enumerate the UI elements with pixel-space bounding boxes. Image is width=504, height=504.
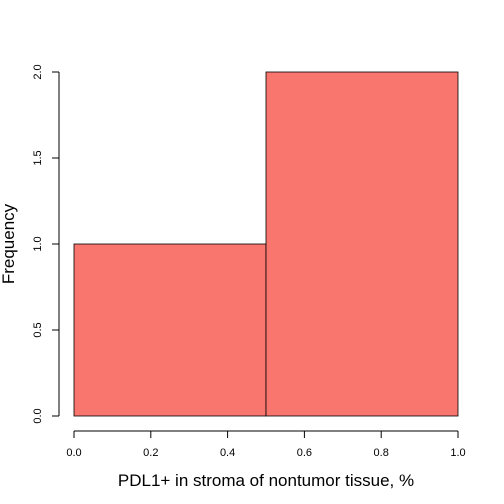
y-tick-label: 1.5 <box>32 150 44 165</box>
y-tick-label: 2.0 <box>32 64 44 79</box>
y-tick-label: 1.0 <box>32 236 44 251</box>
x-axis-title: PDL1+ in stroma of nontumor tissue, % <box>118 471 414 490</box>
y-tick-label: 0.0 <box>32 408 44 423</box>
bars-layer <box>73 71 459 417</box>
y-axis-title: Frequency <box>0 203 18 284</box>
histogram-bar-1 <box>73 243 267 417</box>
y-tick-label: 0.5 <box>32 322 44 337</box>
x-tick-label: 0.4 <box>220 447 235 459</box>
x-tick-label: 0.2 <box>143 447 158 459</box>
histogram-bar-2 <box>265 71 459 417</box>
y-axis: 0.0 0.5 1.0 1.5 2.0 <box>32 64 60 424</box>
x-axis: 0.0 0.2 0.4 0.6 0.8 1.0 <box>66 430 466 459</box>
x-tick-label: 0.0 <box>66 447 81 459</box>
x-tick-label: 0.8 <box>374 447 389 459</box>
x-tick-label: 1.0 <box>450 447 465 459</box>
x-tick-label: 0.6 <box>297 447 312 459</box>
